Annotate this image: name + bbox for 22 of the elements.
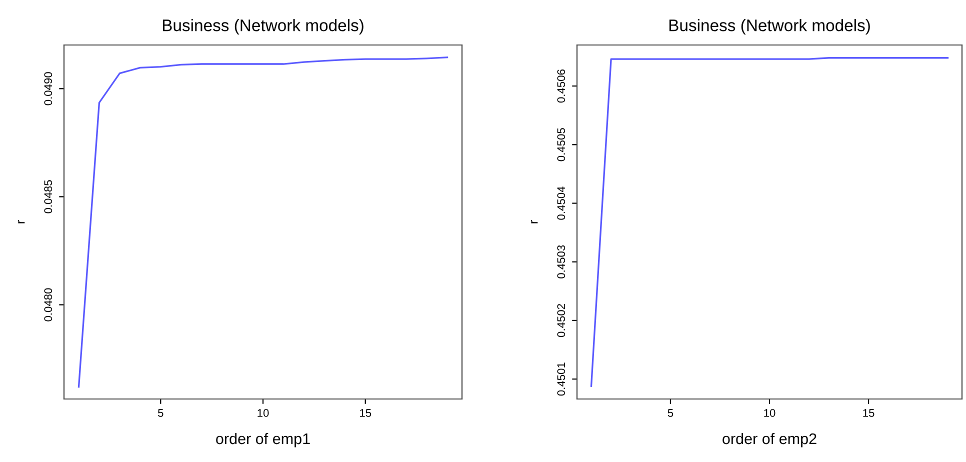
x-tick-label: 5	[668, 409, 674, 417]
x-tick-label: 15	[863, 409, 874, 417]
y-tick-label: 0.4504	[557, 186, 566, 220]
x-tick-label: 15	[360, 409, 372, 417]
y-tick-label: 0.4505	[557, 128, 566, 162]
x-tick-label: 5	[158, 409, 164, 417]
y-tick-label: 0.0485	[44, 180, 52, 214]
y-axis-title: r	[530, 220, 538, 224]
y-tick-label: 0.4501	[557, 362, 566, 396]
chart-title: Business (Network models)	[162, 19, 364, 35]
y-tick-label: 0.4506	[557, 70, 566, 103]
x-axis-title: order of emp2	[722, 432, 816, 448]
x-axis-title: order of emp1	[216, 432, 310, 448]
y-tick-label: 0.4502	[557, 304, 566, 338]
chart-title: Business (Network models)	[669, 19, 870, 35]
y-tick-label: 0.0490	[44, 72, 52, 106]
line-series	[78, 56, 448, 388]
y-tick-label: 0.4503	[557, 245, 566, 278]
y-tick-label: 0.0480	[44, 288, 52, 322]
x-tick-label: 10	[258, 409, 269, 417]
x-tick-label: 10	[764, 409, 776, 417]
y-axis-title: r	[18, 220, 25, 224]
